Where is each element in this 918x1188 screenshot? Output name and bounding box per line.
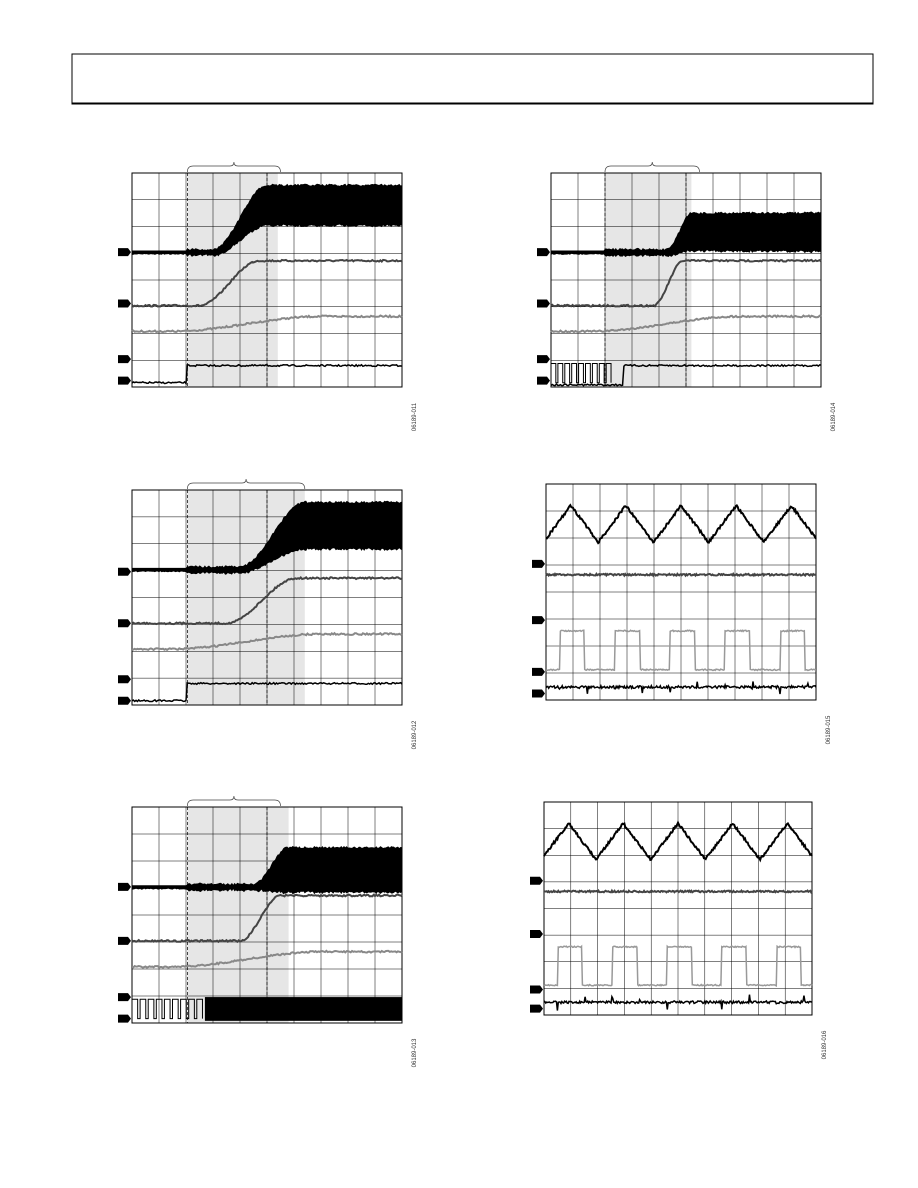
figure-id: 06189-012 — [412, 720, 418, 749]
brace — [187, 478, 306, 490]
channel-marker — [118, 619, 131, 628]
channel-marker — [530, 876, 543, 885]
trace-3 — [131, 631, 403, 652]
scope-screenshot: 06189-014 — [537, 161, 837, 431]
figure-id: 06189-011 — [412, 402, 418, 431]
channel-marker — [118, 675, 131, 684]
brace — [187, 161, 281, 173]
channel-marker — [118, 299, 131, 308]
trace-2 — [131, 258, 403, 308]
scope-figures: 06189-011 06189-014 06189-012 06189-015 0618… — [118, 161, 837, 1067]
trace-4-burst — [204, 997, 402, 1021]
trace-1 — [132, 845, 402, 895]
trace-4 — [543, 994, 813, 1011]
scope-frame — [545, 483, 817, 701]
trace-2 — [543, 888, 813, 894]
figure-id: 06189-014 — [831, 402, 837, 431]
figure-id: 06189-013 — [412, 1038, 418, 1067]
header-box — [71, 53, 874, 105]
trace-4 — [131, 998, 203, 1020]
scope-frame — [543, 801, 813, 1016]
figure-id: 06189-015 — [826, 715, 832, 744]
figure-id: 06189-016 — [822, 1030, 828, 1059]
channel-marker — [118, 993, 131, 1002]
channel-marker — [118, 696, 131, 705]
trace-3 — [545, 629, 817, 672]
trace-3 — [131, 949, 403, 969]
channel-marker — [537, 299, 550, 308]
trace-4 — [131, 681, 403, 703]
trace-3 — [131, 313, 403, 334]
scope-screenshot: 06189-012 — [118, 478, 418, 749]
channel-marker — [532, 689, 545, 698]
channel-marker — [537, 248, 550, 257]
brace — [604, 161, 700, 173]
channel-marker — [118, 882, 131, 891]
channel-marker — [530, 930, 543, 939]
channel-marker — [118, 567, 131, 576]
scope-screenshot: 06189-013 — [118, 795, 418, 1067]
channel-marker — [532, 559, 545, 568]
brace — [187, 795, 281, 807]
scope-screenshot: 06189-015 — [532, 483, 832, 744]
trace-3 — [550, 314, 822, 334]
trace-1 — [545, 503, 817, 545]
trace-3 — [543, 944, 813, 987]
trace-2 — [131, 576, 403, 626]
trace-4 — [131, 363, 403, 386]
trace-2 — [131, 893, 403, 944]
channel-marker — [118, 355, 131, 364]
trace-1 — [132, 183, 402, 257]
trace-1 — [132, 500, 402, 575]
channel-marker — [118, 1014, 131, 1023]
channel-marker — [537, 355, 550, 364]
trace-1 — [551, 211, 821, 258]
channel-marker — [530, 985, 543, 994]
channel-marker — [118, 376, 131, 385]
trace-4 — [545, 680, 817, 695]
trace-2 — [545, 572, 817, 578]
channel-marker — [530, 1004, 543, 1013]
channel-marker — [118, 936, 131, 945]
trace-4 — [550, 363, 822, 387]
trace-1 — [543, 820, 813, 863]
channel-marker — [532, 667, 545, 676]
channel-marker — [537, 376, 550, 385]
channel-marker — [118, 248, 131, 257]
trace-4 — [550, 362, 612, 384]
scope-screenshot: 06189-011 — [118, 161, 418, 431]
trace-2 — [550, 258, 822, 308]
channel-marker — [532, 616, 545, 625]
scope-screenshot: 06189-016 — [530, 801, 828, 1059]
